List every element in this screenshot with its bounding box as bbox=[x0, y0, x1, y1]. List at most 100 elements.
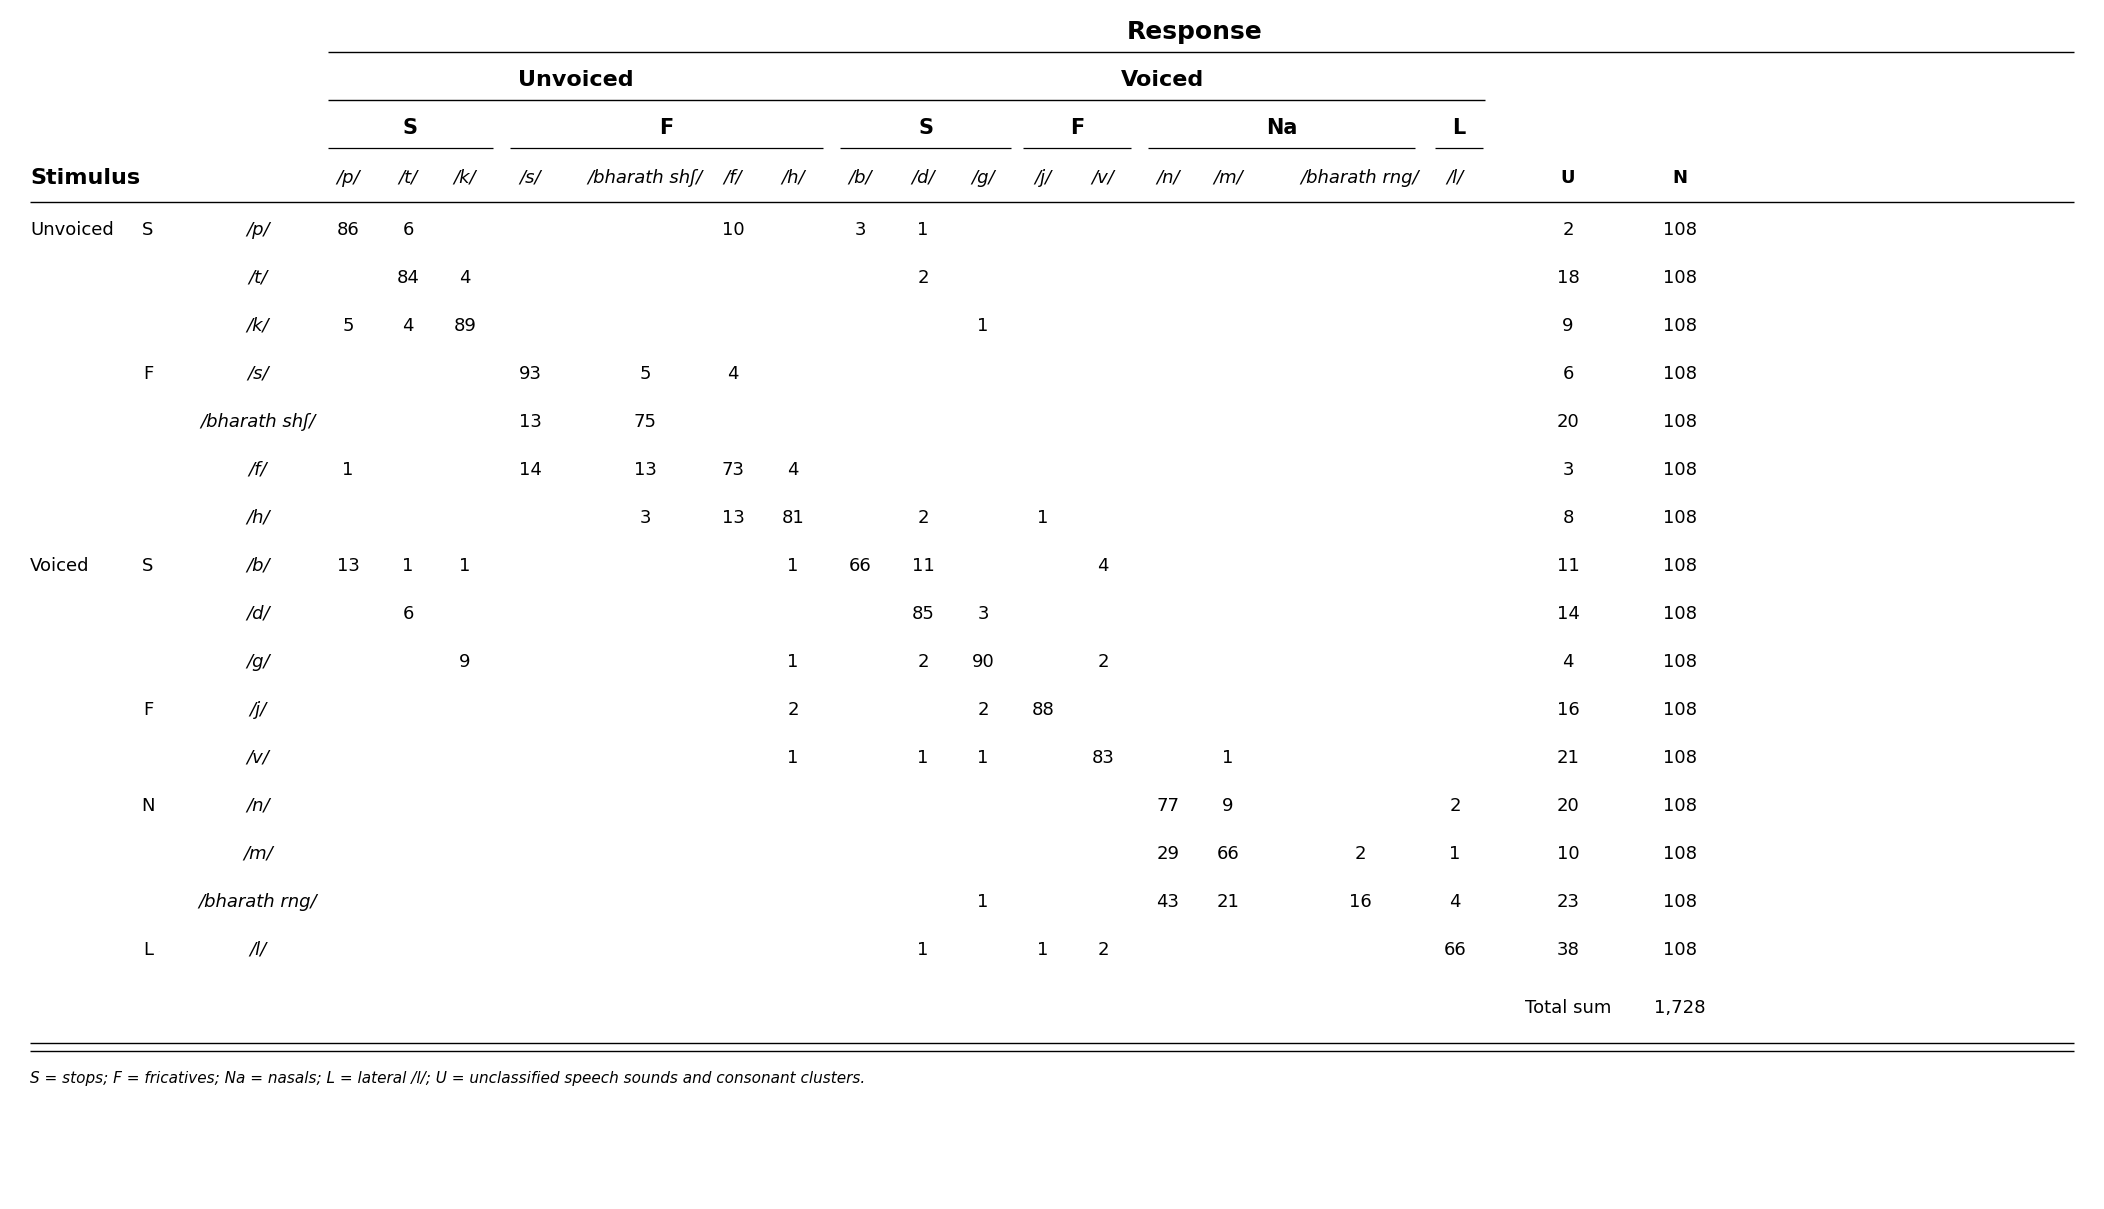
Text: 1: 1 bbox=[978, 317, 989, 335]
Text: N: N bbox=[141, 797, 156, 815]
Text: 10: 10 bbox=[1557, 845, 1580, 863]
Text: 4: 4 bbox=[1450, 893, 1460, 912]
Text: Unvoiced: Unvoiced bbox=[29, 221, 114, 239]
Text: /bharath shʃ/: /bharath shʃ/ bbox=[587, 169, 703, 187]
Text: /d/: /d/ bbox=[911, 169, 934, 187]
Text: 1: 1 bbox=[978, 893, 989, 912]
Text: 13: 13 bbox=[518, 413, 541, 430]
Text: L: L bbox=[1452, 118, 1466, 138]
Text: S: S bbox=[143, 221, 154, 239]
Text: 4: 4 bbox=[787, 461, 800, 479]
Text: 9: 9 bbox=[1563, 317, 1574, 335]
Text: Voiced: Voiced bbox=[29, 557, 90, 575]
Text: 3: 3 bbox=[976, 604, 989, 623]
Text: 2: 2 bbox=[917, 653, 928, 671]
Text: /d/: /d/ bbox=[246, 604, 269, 623]
Text: 1: 1 bbox=[1037, 509, 1048, 527]
Text: /l/: /l/ bbox=[250, 941, 267, 959]
Text: 2: 2 bbox=[1098, 941, 1109, 959]
Text: /j/: /j/ bbox=[250, 701, 267, 719]
Text: /g/: /g/ bbox=[246, 653, 269, 671]
Text: 16: 16 bbox=[1349, 893, 1372, 912]
Text: 4: 4 bbox=[728, 365, 739, 383]
Text: 8: 8 bbox=[1563, 509, 1574, 527]
Text: S = stops; F = fricatives; Na = nasals; L = lateral /l/; U = unclassified speech: S = stops; F = fricatives; Na = nasals; … bbox=[29, 1071, 865, 1086]
Text: 6: 6 bbox=[1563, 365, 1574, 383]
Text: /f/: /f/ bbox=[724, 169, 743, 187]
Text: /n/: /n/ bbox=[246, 797, 269, 815]
Text: 66: 66 bbox=[1443, 941, 1466, 959]
Text: 38: 38 bbox=[1557, 941, 1580, 959]
Text: /n/: /n/ bbox=[1157, 169, 1180, 187]
Text: /t/: /t/ bbox=[398, 169, 417, 187]
Text: 108: 108 bbox=[1662, 750, 1698, 767]
Text: /k/: /k/ bbox=[454, 169, 476, 187]
Text: /t/: /t/ bbox=[248, 268, 267, 287]
Text: 16: 16 bbox=[1557, 701, 1580, 719]
Text: 10: 10 bbox=[722, 221, 745, 239]
Text: 21: 21 bbox=[1557, 750, 1580, 767]
Text: /bharath rng/: /bharath rng/ bbox=[198, 893, 318, 912]
Text: /m/: /m/ bbox=[1214, 169, 1243, 187]
Text: 73: 73 bbox=[722, 461, 745, 479]
Text: 6: 6 bbox=[402, 604, 414, 623]
Text: 11: 11 bbox=[1557, 557, 1580, 575]
Text: 20: 20 bbox=[1557, 797, 1580, 815]
Text: 2: 2 bbox=[917, 509, 928, 527]
Text: 4: 4 bbox=[1563, 653, 1574, 671]
Text: /b/: /b/ bbox=[848, 169, 871, 187]
Text: Stimulus: Stimulus bbox=[29, 168, 141, 189]
Text: /h/: /h/ bbox=[781, 169, 806, 187]
Text: 3: 3 bbox=[854, 221, 865, 239]
Text: 21: 21 bbox=[1216, 893, 1239, 912]
Text: /j/: /j/ bbox=[1035, 169, 1052, 187]
Text: 1: 1 bbox=[1037, 941, 1048, 959]
Text: 108: 108 bbox=[1662, 941, 1698, 959]
Text: 108: 108 bbox=[1662, 845, 1698, 863]
Text: N: N bbox=[1673, 169, 1687, 187]
Text: 2: 2 bbox=[1563, 221, 1574, 239]
Text: S: S bbox=[404, 118, 419, 138]
Text: 9: 9 bbox=[459, 653, 471, 671]
Text: 18: 18 bbox=[1557, 268, 1580, 287]
Text: 108: 108 bbox=[1662, 317, 1698, 335]
Text: 75: 75 bbox=[633, 413, 656, 430]
Text: 93: 93 bbox=[518, 365, 541, 383]
Text: 1: 1 bbox=[917, 221, 928, 239]
Text: 1: 1 bbox=[787, 653, 800, 671]
Text: 108: 108 bbox=[1662, 221, 1698, 239]
Text: 14: 14 bbox=[518, 461, 541, 479]
Text: 20: 20 bbox=[1557, 413, 1580, 430]
Text: 108: 108 bbox=[1662, 365, 1698, 383]
Text: 108: 108 bbox=[1662, 557, 1698, 575]
Text: Total sum: Total sum bbox=[1525, 999, 1612, 1017]
Text: 2: 2 bbox=[1355, 845, 1365, 863]
Text: /bharath rng/: /bharath rng/ bbox=[1300, 169, 1420, 187]
Text: 1: 1 bbox=[1450, 845, 1460, 863]
Text: 9: 9 bbox=[1222, 797, 1233, 815]
Text: 5: 5 bbox=[343, 317, 353, 335]
Text: 11: 11 bbox=[911, 557, 934, 575]
Text: 108: 108 bbox=[1662, 604, 1698, 623]
Text: 43: 43 bbox=[1157, 893, 1180, 912]
Text: 108: 108 bbox=[1662, 461, 1698, 479]
Text: 108: 108 bbox=[1662, 413, 1698, 430]
Text: /s/: /s/ bbox=[246, 365, 269, 383]
Text: Response: Response bbox=[1126, 21, 1262, 44]
Text: 13: 13 bbox=[633, 461, 656, 479]
Text: 77: 77 bbox=[1157, 797, 1180, 815]
Text: 85: 85 bbox=[911, 604, 934, 623]
Text: 108: 108 bbox=[1662, 653, 1698, 671]
Text: F: F bbox=[659, 118, 673, 138]
Text: S: S bbox=[143, 557, 154, 575]
Text: 2: 2 bbox=[976, 701, 989, 719]
Text: 2: 2 bbox=[1098, 653, 1109, 671]
Text: 81: 81 bbox=[781, 509, 804, 527]
Text: /g/: /g/ bbox=[972, 169, 995, 187]
Text: 1: 1 bbox=[1222, 750, 1233, 767]
Text: Unvoiced: Unvoiced bbox=[518, 70, 633, 89]
Text: 29: 29 bbox=[1157, 845, 1180, 863]
Text: 13: 13 bbox=[722, 509, 745, 527]
Text: 1: 1 bbox=[787, 557, 800, 575]
Text: F: F bbox=[1069, 118, 1084, 138]
